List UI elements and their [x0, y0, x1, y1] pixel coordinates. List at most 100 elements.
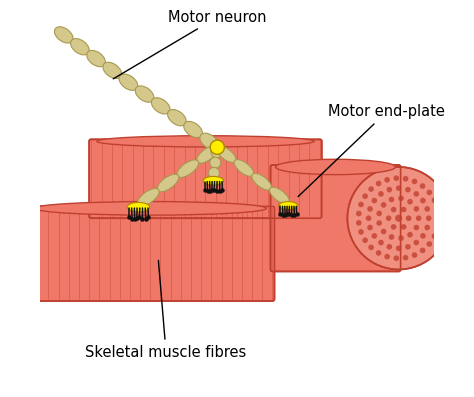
Circle shape [436, 216, 442, 221]
Ellipse shape [87, 50, 105, 67]
Circle shape [376, 181, 382, 186]
Circle shape [420, 233, 426, 239]
Circle shape [378, 191, 384, 197]
Ellipse shape [234, 160, 254, 176]
Ellipse shape [184, 121, 202, 138]
Circle shape [420, 183, 425, 189]
Circle shape [393, 255, 399, 261]
Ellipse shape [177, 160, 199, 177]
Circle shape [398, 195, 404, 201]
Circle shape [435, 206, 440, 212]
Ellipse shape [55, 27, 73, 43]
Ellipse shape [270, 187, 289, 204]
Circle shape [368, 186, 374, 192]
Circle shape [362, 237, 368, 243]
Ellipse shape [211, 147, 222, 158]
Circle shape [356, 220, 362, 225]
Circle shape [376, 210, 382, 216]
Ellipse shape [157, 174, 179, 192]
Circle shape [389, 234, 394, 240]
Circle shape [386, 216, 392, 221]
Ellipse shape [209, 168, 219, 178]
Circle shape [366, 216, 372, 221]
Circle shape [427, 190, 432, 195]
Circle shape [413, 225, 419, 230]
Circle shape [420, 248, 425, 253]
Circle shape [358, 202, 364, 207]
Circle shape [391, 207, 396, 212]
Circle shape [426, 216, 431, 221]
Ellipse shape [97, 136, 314, 147]
FancyBboxPatch shape [271, 165, 401, 272]
Circle shape [347, 167, 450, 270]
Circle shape [420, 198, 426, 203]
Ellipse shape [137, 189, 159, 206]
Ellipse shape [197, 146, 219, 163]
Circle shape [413, 191, 419, 197]
Circle shape [393, 175, 399, 181]
Circle shape [413, 240, 419, 245]
Circle shape [368, 245, 374, 250]
Ellipse shape [200, 133, 219, 149]
Circle shape [405, 244, 411, 250]
Circle shape [391, 224, 396, 230]
Circle shape [401, 224, 407, 230]
Ellipse shape [71, 39, 89, 55]
Circle shape [412, 252, 417, 258]
Circle shape [424, 206, 430, 212]
Circle shape [210, 140, 224, 154]
Circle shape [396, 245, 401, 251]
Circle shape [367, 225, 373, 230]
Circle shape [376, 220, 382, 226]
Circle shape [424, 225, 430, 230]
Circle shape [386, 244, 392, 250]
Ellipse shape [103, 62, 121, 79]
Text: Motor end-plate: Motor end-plate [298, 104, 445, 197]
Circle shape [407, 232, 413, 237]
Circle shape [416, 216, 421, 221]
Ellipse shape [119, 74, 138, 91]
Ellipse shape [34, 202, 266, 215]
Circle shape [389, 197, 394, 202]
Circle shape [413, 206, 419, 212]
Circle shape [372, 198, 377, 203]
Ellipse shape [279, 202, 298, 210]
Circle shape [401, 207, 407, 212]
Ellipse shape [203, 176, 224, 185]
Circle shape [381, 229, 386, 234]
Circle shape [412, 179, 417, 184]
Ellipse shape [276, 159, 395, 175]
Circle shape [381, 202, 386, 208]
Circle shape [378, 240, 384, 245]
Ellipse shape [135, 86, 154, 102]
Circle shape [407, 199, 413, 204]
Circle shape [406, 216, 411, 221]
Circle shape [362, 193, 368, 199]
Text: Skeletal muscle fibres: Skeletal muscle fibres [85, 260, 246, 360]
Ellipse shape [151, 98, 170, 114]
Text: Motor neuron: Motor neuron [113, 10, 266, 79]
FancyBboxPatch shape [26, 206, 274, 301]
Circle shape [427, 241, 432, 247]
Circle shape [358, 229, 364, 235]
Circle shape [395, 215, 402, 222]
FancyBboxPatch shape [89, 139, 322, 218]
Circle shape [403, 255, 409, 260]
Ellipse shape [252, 173, 272, 190]
Ellipse shape [127, 202, 150, 212]
Circle shape [398, 235, 404, 241]
Circle shape [372, 233, 377, 239]
Circle shape [432, 197, 438, 203]
Ellipse shape [210, 157, 221, 168]
Circle shape [376, 250, 382, 256]
Circle shape [384, 177, 390, 183]
Ellipse shape [216, 146, 236, 162]
Circle shape [435, 225, 440, 230]
Circle shape [384, 254, 390, 259]
Ellipse shape [168, 110, 186, 126]
Circle shape [405, 187, 411, 193]
Circle shape [386, 187, 392, 193]
Circle shape [396, 185, 401, 191]
Circle shape [356, 211, 362, 216]
Circle shape [367, 206, 373, 212]
